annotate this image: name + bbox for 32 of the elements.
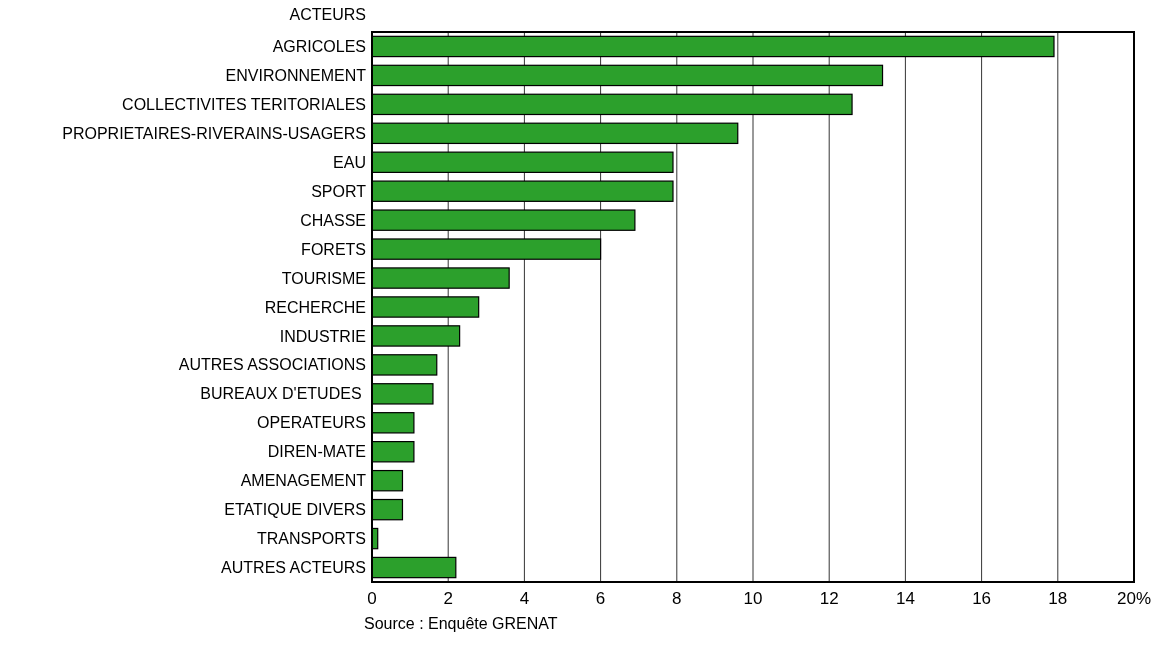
x-tick-label: 0: [367, 589, 377, 608]
x-tick-label: 18: [1048, 589, 1068, 608]
x-tick-label: 4: [519, 589, 530, 608]
source-note: Source : Enquête GRENAT: [364, 615, 558, 632]
y-tick-label: RECHERCHE: [264, 298, 366, 316]
y-tick-label: PROPRIETAIRES-RIVERAINS-USAGERS: [62, 124, 366, 142]
y-tick-label: ENVIRONNEMENT: [225, 67, 367, 85]
y-tick-label: TOURISME: [281, 269, 366, 287]
y-tick-label: INDUSTRIE: [279, 327, 366, 345]
x-tick-label: 6: [595, 589, 606, 608]
x-tick-label: 12: [819, 589, 839, 608]
y-tick-label: COLLECTIVITES TERITORIALES: [122, 95, 366, 113]
y-tick-label: AGRICOLES: [272, 38, 366, 56]
y-tick-label: BUREAUX D'ETUDES: [200, 385, 366, 403]
x-tick-label: 16: [972, 589, 992, 608]
y-axis-title: ACTEURS: [289, 6, 366, 23]
x-tick-label: 8: [672, 589, 682, 608]
x-tick-label: 20%: [1116, 589, 1152, 608]
y-tick-label: SPORT: [311, 182, 367, 200]
x-tick-label: 10: [743, 589, 763, 608]
y-tick-label: FORETS: [301, 240, 366, 258]
y-tick-label: AUTRES ACTEURS: [221, 559, 366, 577]
y-tick-label: AUTRES ASSOCIATIONS: [178, 356, 366, 374]
y-tick-label: AMENAGEMENT: [240, 472, 367, 490]
x-tick-label: 14: [895, 589, 915, 608]
y-tick-label: CHASSE: [300, 211, 366, 229]
y-tick-label: DIREN-MATE: [267, 443, 366, 461]
x-tick-label: 2: [443, 589, 453, 608]
y-tick-label: OPERATEURS: [256, 414, 366, 432]
y-tick-label: EAU: [333, 153, 366, 171]
y-tick-label: ETATIQUE DIVERS: [224, 501, 366, 519]
y-tick-label: TRANSPORTS: [256, 530, 366, 548]
